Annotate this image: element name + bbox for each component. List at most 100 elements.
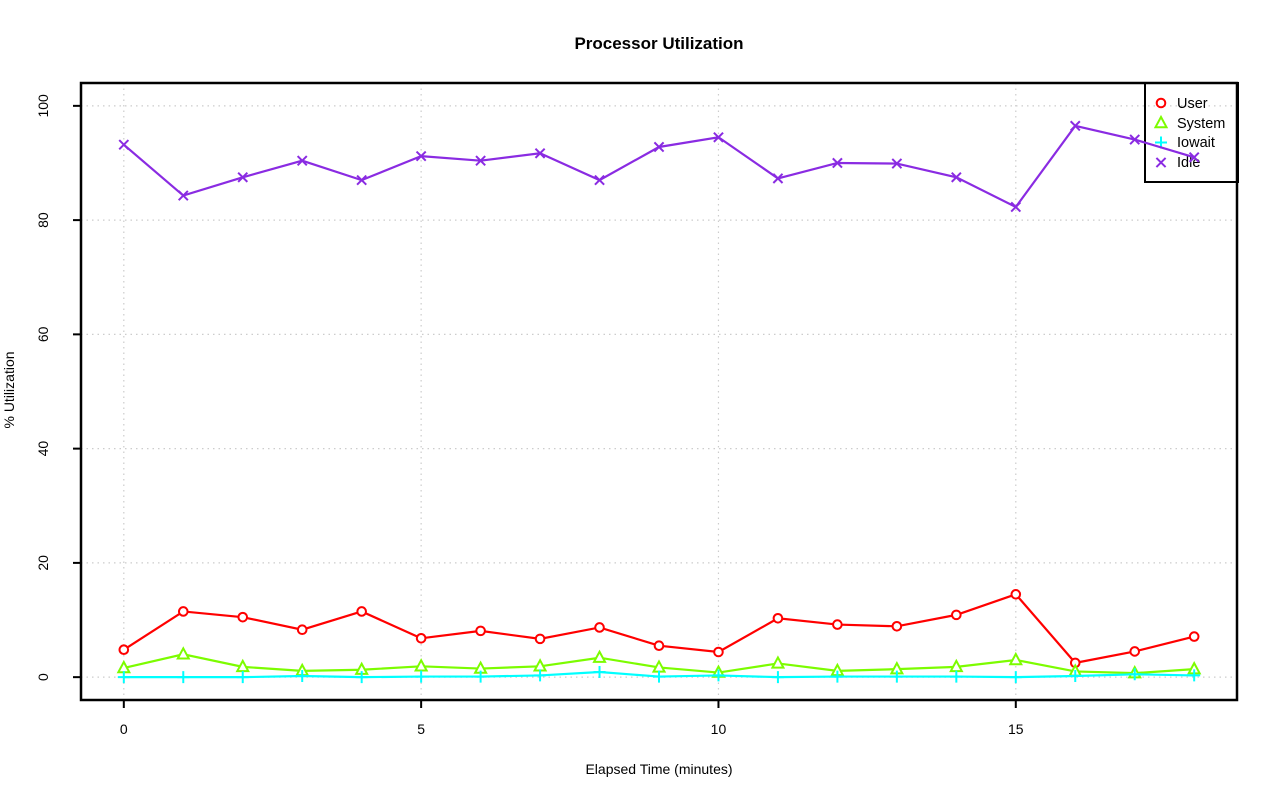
y-axis-title: % Utilization bbox=[1, 351, 17, 428]
triangle-marker-icon bbox=[651, 659, 667, 673]
triangle-marker-icon bbox=[116, 659, 131, 674]
x-marker-icon bbox=[594, 174, 605, 186]
plus-marker-icon bbox=[236, 671, 249, 684]
gridlines bbox=[81, 83, 1237, 700]
plus-marker-icon bbox=[177, 671, 190, 684]
x-marker-icon bbox=[356, 174, 367, 186]
circle-marker-icon bbox=[415, 633, 427, 644]
y-tick-label: 80 bbox=[35, 212, 51, 228]
circle-marker-icon bbox=[475, 625, 486, 637]
circle-marker-icon bbox=[653, 640, 665, 652]
legend-marker-icons bbox=[1153, 97, 1169, 168]
plus-marker-icon bbox=[1009, 671, 1022, 684]
x-marker-icon bbox=[891, 158, 903, 169]
circle-marker-icon bbox=[1155, 97, 1167, 109]
x-marker-icon bbox=[296, 155, 308, 167]
x-marker-icon bbox=[1155, 157, 1167, 168]
circle-marker-icon bbox=[832, 619, 843, 630]
circle-marker-icon bbox=[772, 613, 784, 624]
circle-marker-icon bbox=[177, 606, 189, 617]
triangle-marker-icon bbox=[235, 658, 250, 673]
y-tick-label: 100 bbox=[35, 94, 51, 118]
x-marker-icon bbox=[832, 157, 843, 169]
legend: User System Iowait Idle bbox=[1144, 82, 1239, 183]
plus-marker-icon bbox=[296, 670, 309, 683]
y-tick-label: 20 bbox=[35, 555, 51, 571]
x-marker-icon bbox=[237, 171, 249, 183]
triangle-marker-icon bbox=[176, 646, 191, 660]
circle-marker-icon bbox=[118, 644, 130, 656]
y-tick-label: 60 bbox=[35, 326, 51, 342]
plot-border bbox=[79, 81, 1239, 702]
plus-marker-icon bbox=[712, 669, 725, 682]
triangle-marker-icon bbox=[592, 649, 607, 663]
axis-tick-labels: 0 5 10 15 0 20 40 60 80 100 bbox=[35, 94, 1024, 737]
plus-marker-icon bbox=[117, 671, 130, 684]
x-tick-label: 15 bbox=[1008, 721, 1024, 737]
legend-label-user: User bbox=[1177, 96, 1208, 112]
x-tick-label: 10 bbox=[711, 721, 727, 737]
x-tick-label: 5 bbox=[417, 721, 425, 737]
plus-marker-icon bbox=[534, 669, 547, 682]
x-marker-icon bbox=[772, 173, 784, 184]
plus-marker-icon bbox=[593, 666, 606, 679]
plus-marker-icon bbox=[355, 671, 368, 684]
x-tick-label: 0 bbox=[120, 721, 128, 737]
triangle-marker-icon bbox=[532, 658, 548, 672]
plus-marker-icon bbox=[653, 670, 665, 683]
x-marker-icon bbox=[475, 155, 486, 167]
plus-marker-icon bbox=[474, 670, 487, 683]
x-marker-icon bbox=[415, 150, 427, 162]
x-marker-icon bbox=[534, 147, 546, 159]
x-axis-title: Elapsed Time (minutes) bbox=[585, 761, 732, 777]
x-marker-icon bbox=[118, 139, 130, 151]
legend-label-system: System bbox=[1177, 116, 1225, 132]
triangle-marker-icon bbox=[770, 655, 786, 669]
x-marker-icon bbox=[1188, 151, 1200, 163]
circle-marker-icon bbox=[1188, 631, 1200, 642]
circle-marker-icon bbox=[713, 646, 724, 658]
chart-title: Processor Utilization bbox=[574, 34, 743, 53]
y-tick-label: 0 bbox=[35, 673, 51, 681]
plus-marker-icon bbox=[771, 671, 784, 684]
circle-marker-icon bbox=[1010, 589, 1022, 600]
series-iowait bbox=[117, 666, 1201, 684]
plus-marker-icon bbox=[1188, 669, 1201, 682]
circle-marker-icon bbox=[594, 622, 605, 633]
circle-marker-icon bbox=[1129, 646, 1141, 657]
axis-ticks bbox=[73, 104, 1017, 708]
x-marker-icon bbox=[1069, 120, 1081, 132]
x-marker-icon bbox=[1129, 134, 1141, 145]
series-user bbox=[118, 589, 1200, 669]
series-line bbox=[123, 124, 1195, 209]
triangle-marker-icon bbox=[949, 658, 964, 673]
legend-label-idle: Idle bbox=[1177, 155, 1200, 171]
circle-marker-icon bbox=[891, 621, 903, 632]
x-marker-icon bbox=[713, 131, 724, 143]
legend-label-iowait: Iowait bbox=[1177, 135, 1215, 151]
x-marker-icon bbox=[951, 171, 962, 183]
plus-marker-icon bbox=[890, 670, 903, 683]
triangle-marker-icon bbox=[1153, 114, 1169, 129]
circle-marker-icon bbox=[534, 633, 546, 645]
plus-marker-icon bbox=[950, 670, 963, 683]
y-tick-label: 40 bbox=[35, 441, 51, 457]
triangle-marker-icon bbox=[413, 658, 429, 672]
plus-marker-icon bbox=[1128, 668, 1141, 681]
x-marker-icon bbox=[177, 190, 189, 201]
x-marker-icon bbox=[653, 141, 665, 153]
triangle-marker-icon bbox=[1008, 651, 1023, 666]
plus-marker-icon bbox=[415, 670, 428, 683]
plus-marker-icon bbox=[1069, 670, 1082, 683]
circle-marker-icon bbox=[296, 624, 308, 636]
series-line bbox=[123, 593, 1195, 665]
series-idle bbox=[118, 120, 1200, 213]
x-marker-icon bbox=[1010, 201, 1022, 213]
plus-marker-icon bbox=[831, 670, 844, 683]
circle-marker-icon bbox=[356, 606, 367, 617]
circle-marker-icon bbox=[237, 611, 249, 623]
data-series bbox=[116, 120, 1202, 684]
circle-marker-icon bbox=[951, 609, 962, 621]
